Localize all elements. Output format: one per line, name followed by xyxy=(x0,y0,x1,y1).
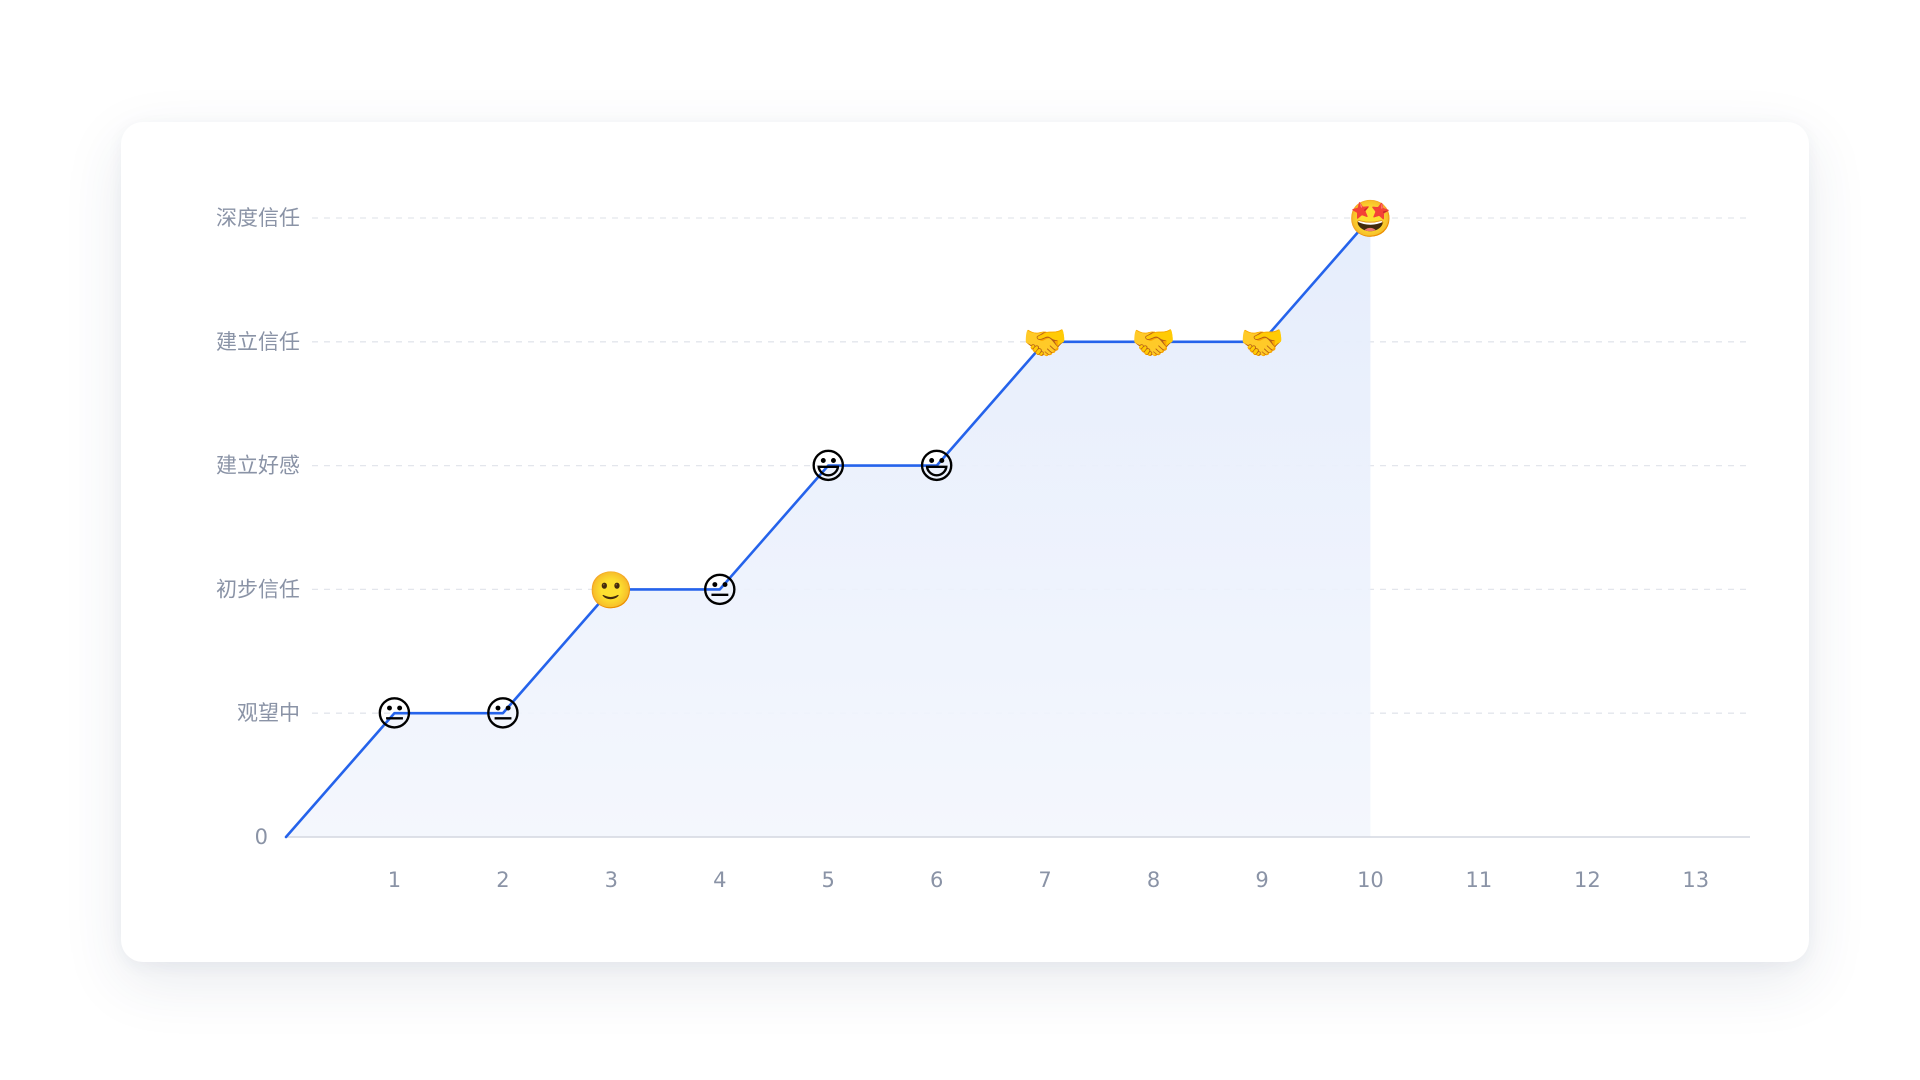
neutral-face-icon: 😐 xyxy=(376,694,414,735)
x-tick-labels: 1 2 3 4 5 6 7 8 9 10 11 12 13 xyxy=(388,868,1709,892)
trust-line xyxy=(284,216,1372,839)
grinning-face-icon: 😃 xyxy=(809,447,847,488)
star-struck-face-icon: 🤩 xyxy=(1348,199,1393,240)
y-tick-label: 初步信任 xyxy=(216,577,300,601)
x-tick-label: 11 xyxy=(1466,868,1493,892)
x-tick-label: 3 xyxy=(605,868,618,892)
x-tick-label: 13 xyxy=(1682,868,1709,892)
grinning-face-icon: 😃 xyxy=(918,447,956,488)
area-under-line xyxy=(286,218,1371,837)
y-tick-label: 0 xyxy=(255,825,268,849)
slightly-smiling-face-icon: 🙂 xyxy=(589,570,634,611)
x-tick-label: 9 xyxy=(1255,868,1268,892)
x-tick-label: 6 xyxy=(930,868,943,892)
x-tick-label: 1 xyxy=(388,868,401,892)
series-line xyxy=(284,216,1372,839)
handshake-icon: 🤝 xyxy=(1240,323,1285,364)
x-tick-label: 5 xyxy=(822,868,835,892)
emoji-markers: 😐 😐 🙂 😐 😃 😃 🤝 🤝 🤝 🤩 xyxy=(376,199,1393,735)
x-tick-label: 8 xyxy=(1147,868,1160,892)
y-tick-label: 观望中 xyxy=(237,701,300,725)
neutral-face-icon: 😐 xyxy=(484,694,522,735)
x-tick-label: 7 xyxy=(1038,868,1051,892)
x-tick-label: 12 xyxy=(1574,868,1601,892)
handshake-icon: 🤝 xyxy=(1023,323,1068,364)
x-tick-label: 4 xyxy=(713,868,726,892)
y-tick-labels: 0 观望中 初步信任 建立好感 建立信任 深度信任 xyxy=(216,206,300,849)
handshake-icon: 🤝 xyxy=(1131,323,1176,364)
area-fill xyxy=(286,218,1371,837)
x-tick-label: 10 xyxy=(1357,868,1384,892)
y-tick-label: 建立信任 xyxy=(216,330,300,354)
y-tick-label: 深度信任 xyxy=(216,206,300,230)
y-tick-label: 建立好感 xyxy=(216,454,300,478)
neutral-face-icon: 😐 xyxy=(701,570,739,611)
x-tick-label: 2 xyxy=(496,868,509,892)
